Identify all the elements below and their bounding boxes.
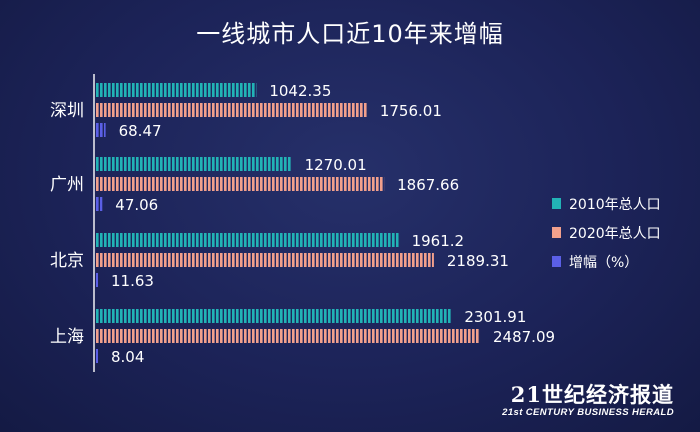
bar-2-0 xyxy=(95,123,106,137)
legend-swatch-2010 xyxy=(552,198,561,209)
data-label-2-1: 47.06 xyxy=(115,196,158,214)
bar-0-1 xyxy=(95,157,292,171)
bar-1-3 xyxy=(95,329,481,343)
bar-2-2 xyxy=(95,273,98,287)
data-label-0-1: 1270.01 xyxy=(305,156,367,174)
category-label-1: 广州 xyxy=(50,175,84,195)
bar-0-3 xyxy=(95,309,452,323)
bar-1-0 xyxy=(95,103,367,117)
data-label-1-1: 1867.66 xyxy=(397,176,459,194)
data-label-0-3: 2301.91 xyxy=(464,308,526,326)
data-label-0-2: 1961.2 xyxy=(412,232,465,250)
data-label-2-2: 11.63 xyxy=(111,272,154,290)
legend-swatch-growth xyxy=(552,256,561,267)
legend-item-growth[interactable]: 增幅（%） xyxy=(552,247,661,276)
legend-label-growth: 增幅（%） xyxy=(569,254,639,271)
legend-item-2010[interactable]: 2010年总人口 xyxy=(552,189,661,218)
chart-legend: 2010年总人口 2020年总人口 增幅（%） xyxy=(552,189,661,276)
category-label-3: 上海 xyxy=(50,327,84,347)
category-label-2: 北京 xyxy=(50,251,84,271)
data-label-1-3: 2487.09 xyxy=(493,328,555,346)
bar-0-0 xyxy=(95,83,257,97)
data-label-2-0: 68.47 xyxy=(119,122,162,140)
legend-label-2020: 2020年总人口 xyxy=(569,225,661,242)
bar-0-2 xyxy=(95,233,399,247)
chart-title: 一线城市人口近10年来增幅 xyxy=(196,20,504,48)
legend-item-2020[interactable]: 2020年总人口 xyxy=(552,218,661,247)
bar-1-1 xyxy=(95,177,385,191)
data-label-1-0: 1756.01 xyxy=(380,102,442,120)
brand-name: 21世纪经济报道 xyxy=(510,382,674,407)
brand-logo: 21世纪经济报道 21st CENTURY BUSINESS HERALD xyxy=(502,379,674,418)
bar-1-2 xyxy=(95,253,434,267)
data-label-0-0: 1042.35 xyxy=(269,82,331,100)
category-label-0: 深圳 xyxy=(50,101,84,121)
bar-2-3 xyxy=(95,349,98,363)
data-label-1-2: 2189.31 xyxy=(447,252,509,270)
legend-swatch-2020 xyxy=(552,227,561,238)
brand-tagline: 21st CENTURY BUSINESS HERALD xyxy=(502,407,674,418)
bar-2-1 xyxy=(95,197,103,211)
legend-label-2010: 2010年总人口 xyxy=(569,196,661,213)
data-label-2-3: 8.04 xyxy=(111,348,144,366)
